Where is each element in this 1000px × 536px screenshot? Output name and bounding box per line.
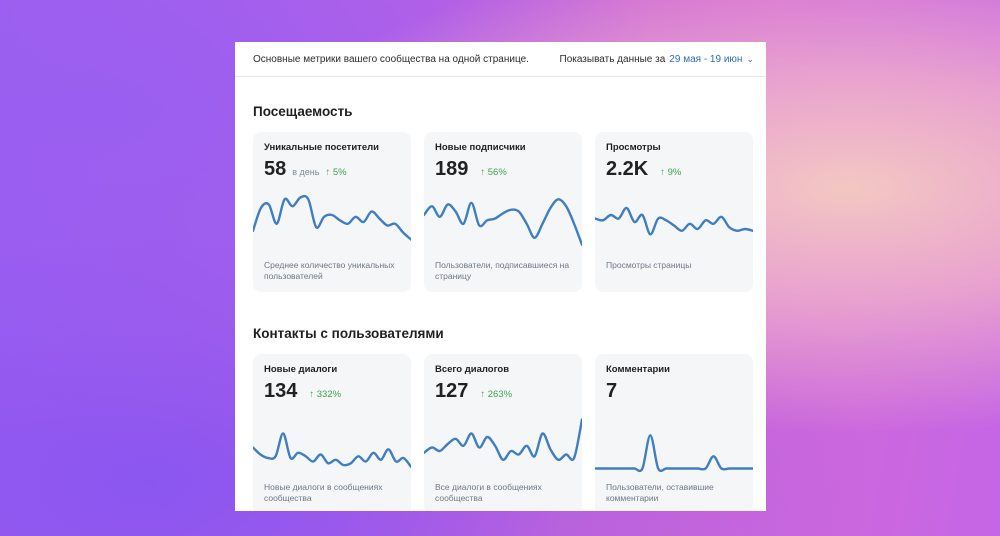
card-title: Всего диалогов [435, 364, 510, 375]
card-title: Новые подписчики [435, 142, 526, 153]
section-title-attendance: Посещаемость [253, 104, 353, 119]
card-value: 127 [435, 380, 469, 402]
stats-header: Основные метрики вашего сообщества на од… [235, 42, 766, 77]
card-unique-visitors[interactable]: Уникальные посетители 58 в день ↑ 5% Сре… [253, 132, 411, 292]
sparkline-path [595, 434, 753, 473]
period-selector[interactable]: Показывать данные за 29 мая - 19 июн ⌄ [560, 54, 755, 65]
card-value: 2.2K [606, 158, 649, 180]
trend-badge: ↑ 263% [480, 389, 513, 400]
sparkline-path [424, 418, 582, 462]
card-value: 58 [264, 158, 287, 180]
card-value: 7 [606, 380, 618, 402]
sparkline-path [424, 198, 582, 246]
trend-badge: ↑ 332% [309, 389, 342, 400]
sparkline-path [253, 432, 411, 468]
stats-description: Основные метрики вашего сообщества на од… [253, 53, 529, 65]
sparkline-chart [595, 434, 753, 473]
card-title: Новые диалоги [264, 364, 338, 375]
card-total-dialogs[interactable]: Всего диалогов 127 ↑ 263% Все диалоги в … [424, 354, 582, 511]
card-description: Пользователи, оставившие комментарии [606, 482, 714, 503]
sparkline-path [253, 194, 411, 241]
card-description: Просмотры страницы [606, 260, 692, 270]
card-new-dialogs[interactable]: Новые диалоги 134 ↑ 332% Новые диалоги в… [253, 354, 411, 511]
card-unit: в день [292, 167, 320, 177]
sparkline-chart [253, 194, 411, 241]
trend-badge: ↑ 9% [660, 167, 682, 178]
card-value: 189 [435, 158, 469, 180]
card-description: Новые диалоги в сообщениях сообщества [264, 482, 383, 503]
chevron-down-icon[interactable]: ⌄ [746, 53, 754, 64]
card-title: Комментарии [606, 364, 670, 375]
period-label: Показывать данные за [559, 53, 666, 65]
sparkline-path [595, 206, 753, 236]
card-description: Среднее количество уникальных пользовате… [264, 260, 395, 281]
trend-badge: ↑ 5% [325, 167, 347, 178]
card-comments[interactable]: Комментарии 7 Пользователи, оставившие к… [595, 354, 753, 511]
card-title: Уникальные посетители [264, 142, 379, 153]
card-views[interactable]: Просмотры 2.2K ↑ 9% Просмотры страницы [595, 132, 753, 292]
card-description: Пользователи, подписавшиеся на страницу [435, 260, 570, 281]
period-value[interactable]: 29 мая - 19 июн [669, 53, 743, 65]
card-value: 134 [264, 380, 298, 402]
card-title: Просмотры [606, 142, 661, 153]
card-description: Все диалоги в сообщениях сообщества [435, 482, 542, 503]
community-stats-panel: Основные метрики вашего сообщества на од… [235, 42, 766, 511]
sparkline-chart [595, 206, 753, 236]
sparkline-chart [424, 198, 582, 246]
sparkline-chart [424, 418, 582, 462]
section-title-contacts: Контакты с пользователями [253, 326, 444, 341]
trend-badge: ↑ 56% [480, 167, 507, 178]
sparkline-chart [253, 432, 411, 468]
card-new-subscribers[interactable]: Новые подписчики 189 ↑ 56% Пользователи,… [424, 132, 582, 292]
